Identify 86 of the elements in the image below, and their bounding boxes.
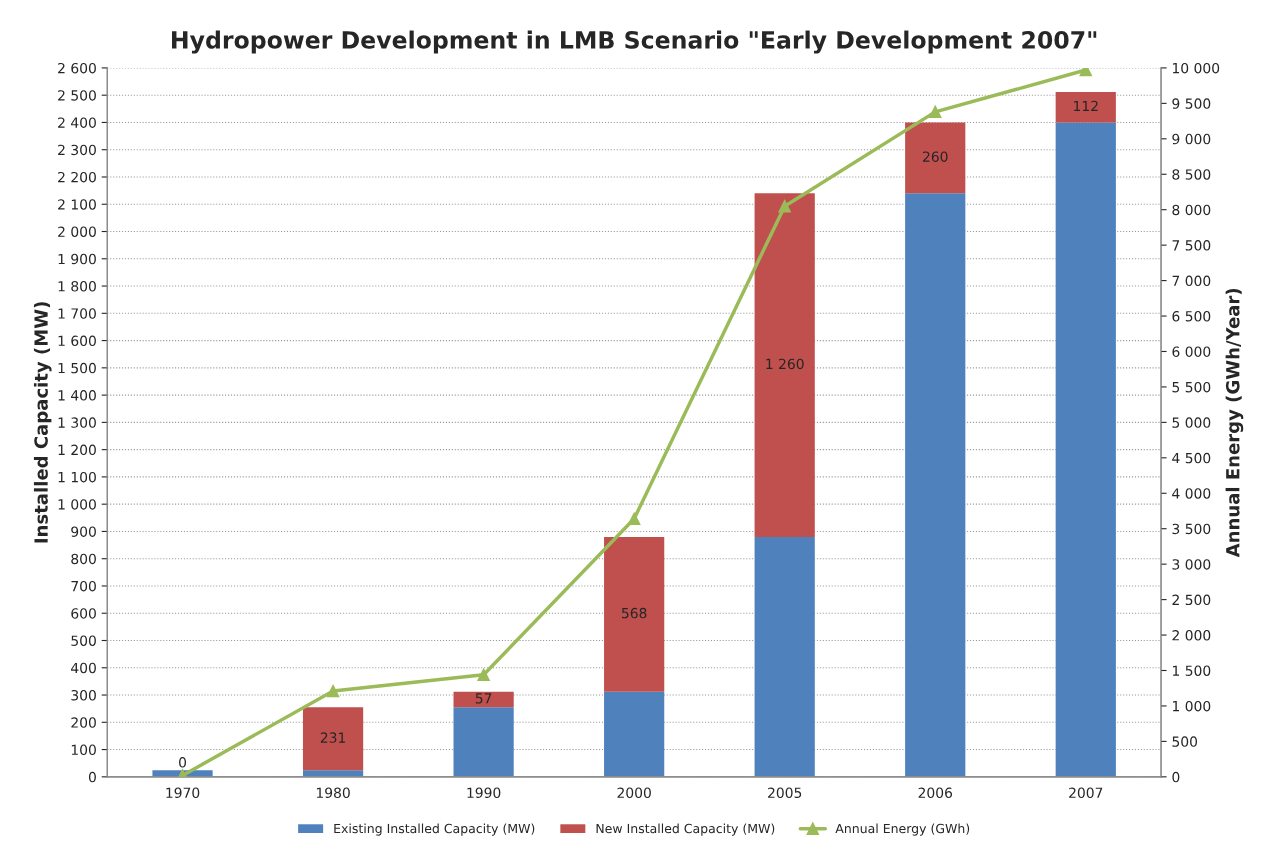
y2-tick-label: 4 000 — [1172, 488, 1211, 499]
y2-tick-label: 8 500 — [1172, 169, 1211, 180]
y2-tick-label: 1 000 — [1172, 700, 1211, 712]
y2-tick-label: 8 000 — [1172, 204, 1211, 216]
point — [477, 668, 490, 682]
y-tick-label: 600 — [71, 608, 96, 619]
y-tick-label: 2 000 — [58, 226, 96, 237]
y-tick-label: 1 400 — [58, 390, 96, 401]
y-tick-label: 1 300 — [58, 417, 96, 428]
y-tick-label: 300 — [71, 690, 96, 701]
y2-tick-label: 1 500 — [1172, 665, 1211, 676]
y2-tick-label: 4 500 — [1172, 452, 1211, 464]
legend-label: Annual Energy (GWh) — [835, 823, 970, 836]
y2-tick-label: 3 500 — [1172, 523, 1211, 535]
data-label: 112 — [1074, 100, 1098, 112]
legend-label: New Installed Capacity (MW) — [596, 823, 775, 836]
x-tick-label: 2007 — [1069, 787, 1103, 798]
x-tick-label: 2005 — [768, 787, 802, 798]
bar — [754, 193, 815, 537]
bar — [1055, 91, 1116, 123]
x-tick-label: 2000 — [617, 787, 651, 798]
y-tick-label: 800 — [71, 553, 96, 565]
y-tick-label: 1 800 — [58, 281, 96, 292]
y2-tick-label: 9 000 — [1172, 133, 1211, 145]
y-tick-label: 2 100 — [58, 199, 96, 210]
data-label: 0 — [179, 757, 187, 768]
y-tick-label: 200 — [71, 717, 96, 728]
data-label: 568 — [621, 607, 647, 619]
data-label: 57 — [475, 693, 492, 704]
point — [326, 684, 340, 698]
data-label: 1 260 — [766, 358, 804, 370]
y2-tick-label: 6 500 — [1172, 311, 1211, 322]
bar — [453, 707, 514, 777]
chart-title: Hydropower Development in LMB Scenario "Early Development 2007" — [172, 30, 1097, 54]
x-tick-label: 1970 — [166, 787, 200, 798]
point — [1079, 67, 1093, 77]
bar — [905, 122, 966, 194]
y2-tick-label: 0 — [1172, 771, 1180, 783]
y2-tick-label: 2 000 — [1172, 630, 1211, 641]
y2-tick-label: 7 500 — [1172, 240, 1211, 251]
bar — [1055, 122, 1116, 777]
y-tick-label: 0 — [88, 771, 96, 783]
y-tick-label: 900 — [71, 526, 96, 537]
x-tick-label: 1980 — [316, 787, 350, 798]
bar — [453, 691, 514, 708]
y2-tick-label: 500 — [1172, 736, 1198, 747]
y2-tick-label: 2 500 — [1172, 594, 1211, 606]
y-tick-label: 1 500 — [58, 362, 96, 374]
point — [778, 199, 791, 213]
y-tick-label: 1 700 — [58, 308, 96, 319]
y-tick-label: 400 — [71, 662, 96, 674]
y-tick-label: 1 100 — [58, 471, 96, 483]
bar — [905, 193, 966, 777]
x-tick-label: 1990 — [467, 787, 501, 798]
y-tick-label: 1 600 — [58, 335, 96, 347]
y-tick-label: 500 — [71, 635, 96, 646]
data-label: 231 — [320, 732, 346, 743]
y-axis-title: Installed Capacity (MW) — [33, 302, 52, 543]
legend-label: Existing Installed Capacity (MW) — [334, 823, 535, 836]
bar — [302, 707, 364, 771]
point — [627, 512, 641, 526]
y2-axis-title: Annual Energy (GWh/Year) — [1225, 288, 1244, 558]
y2-tick-label: 3 000 — [1172, 559, 1211, 570]
x-tick-label: 2006 — [918, 787, 953, 798]
bar — [604, 536, 665, 692]
bar — [754, 536, 815, 777]
y-tick-label: 2 300 — [58, 144, 96, 156]
y2-tick-label: 9 500 — [1172, 98, 1211, 109]
y2-tick-label: 5 000 — [1172, 417, 1211, 428]
y-tick-label: 1 900 — [58, 253, 96, 265]
y2-tick-label: 5 500 — [1172, 381, 1211, 393]
y-tick-label: 2 600 — [58, 62, 96, 74]
bar — [604, 691, 665, 777]
y-tick-label: 1 200 — [58, 444, 96, 456]
y-tick-label: 700 — [71, 580, 96, 592]
y-tick-label: 2 500 — [58, 90, 96, 101]
y2-tick-label: 7 000 — [1172, 275, 1211, 287]
y-tick-label: 100 — [71, 744, 96, 756]
data-label: 260 — [922, 151, 948, 162]
y2-tick-label: 10 000 — [1172, 62, 1220, 74]
y-tick-label: 2 400 — [58, 117, 96, 128]
y-tick-label: 2 200 — [58, 171, 96, 183]
y-tick-label: 1 000 — [58, 499, 96, 510]
bar — [302, 770, 364, 777]
point — [928, 105, 942, 119]
y2-tick-label: 6 000 — [1172, 346, 1211, 357]
